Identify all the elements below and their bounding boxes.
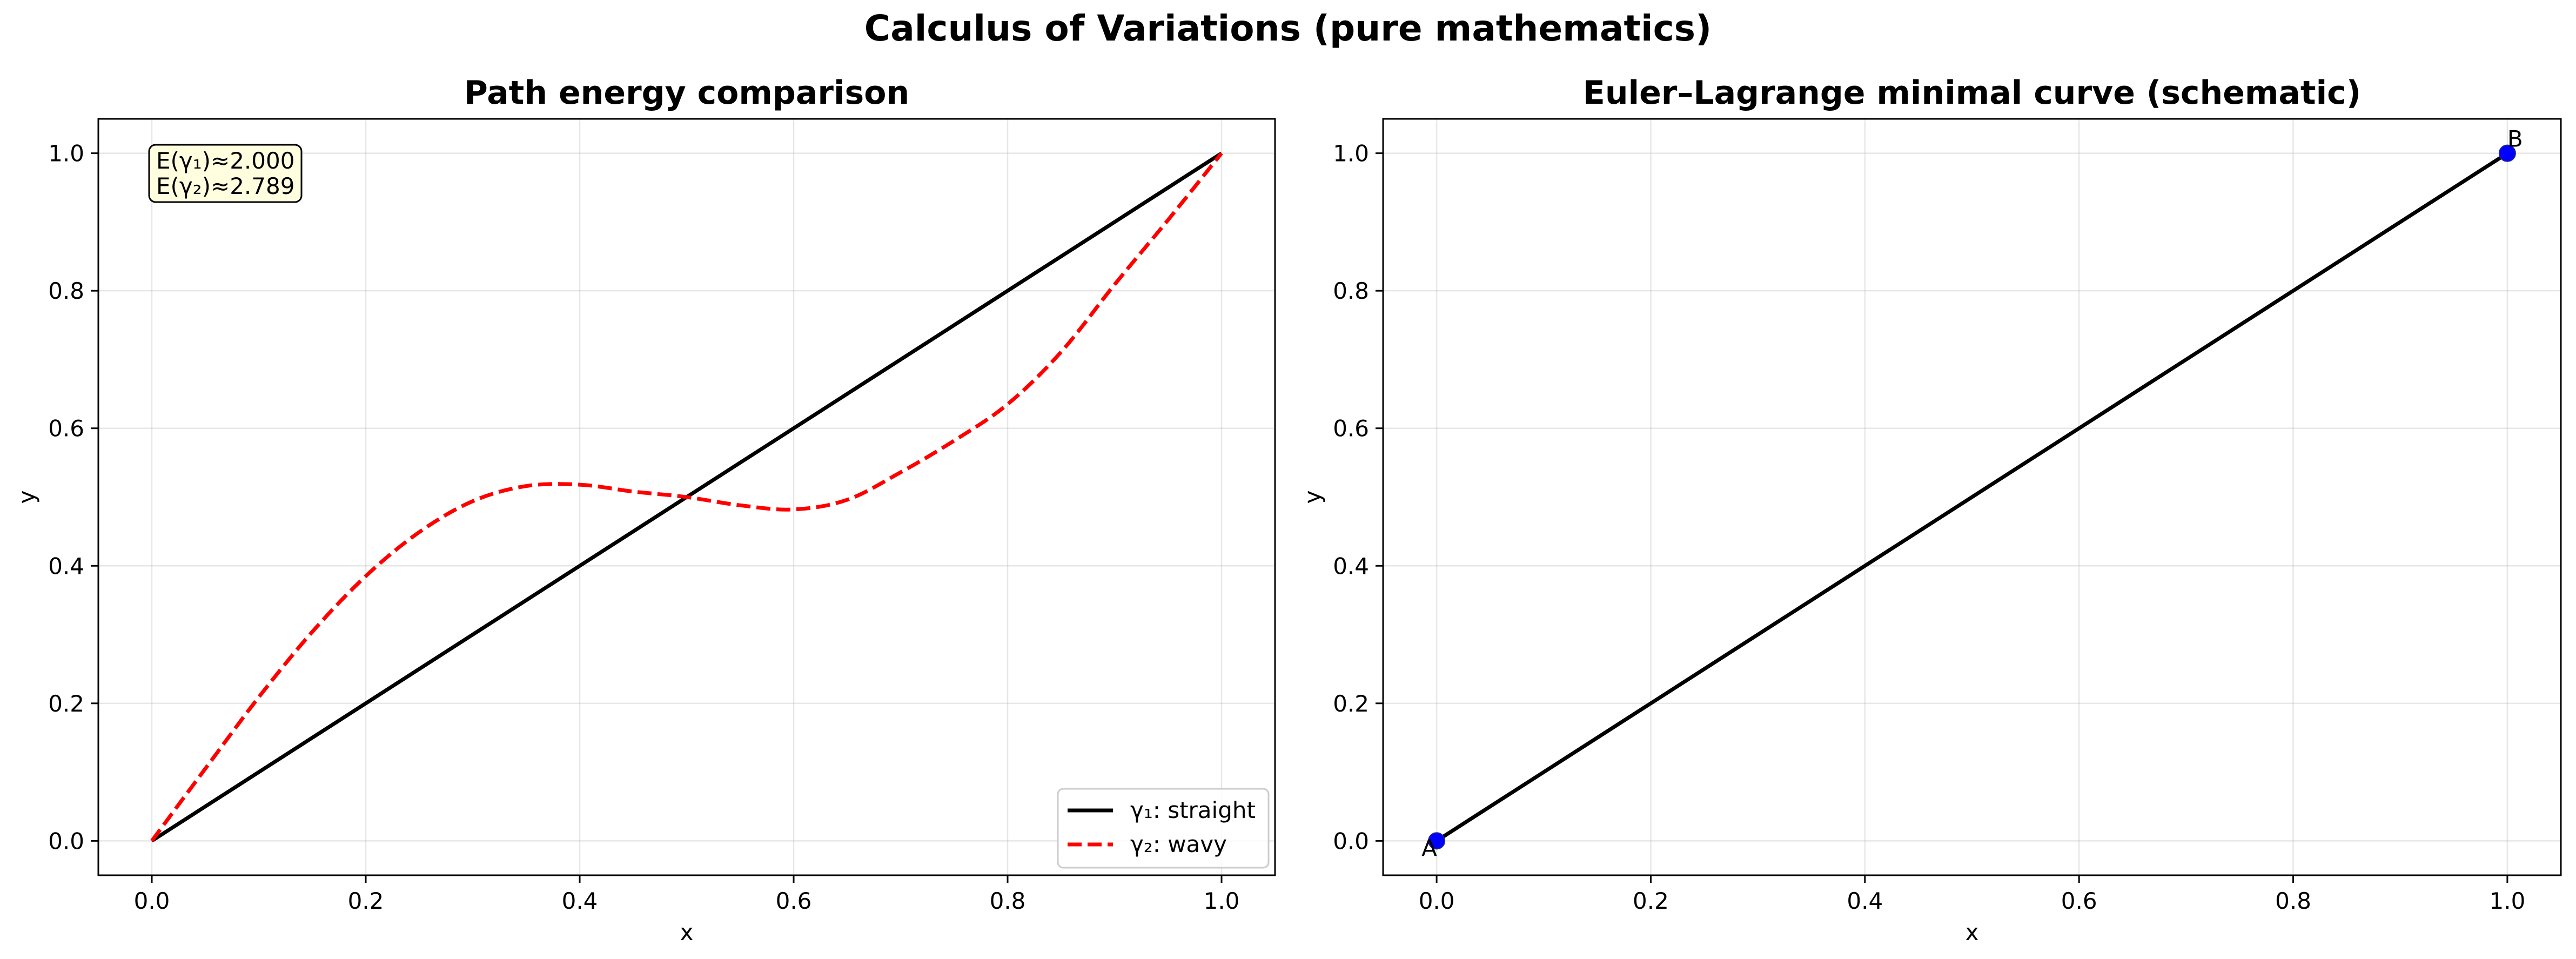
left-panel-ticks: 0.0 0.2 0.4 0.6 0.8 1.0 0.0 0.2 0.4 0.6 0.8 1.0 (48, 140, 1239, 914)
right-panel-title: Euler–Lagrange minimal curve (schematic) (1583, 74, 2361, 112)
right-panel-xtick-label-5: 1.0 (2490, 888, 2526, 914)
right-panel-points: AB (1421, 126, 2523, 862)
left-panel-legend: γ₁: straight γ₂: wavy (1057, 788, 1270, 869)
left-panel-grid (98, 119, 1275, 875)
point-marker-a (1428, 832, 1446, 850)
left-panel-ytick-label-4: 0.8 (48, 278, 84, 304)
right-panel-ytick-label-4: 0.8 (1333, 278, 1369, 304)
left-panel-ytick-label-3: 0.6 (48, 415, 84, 442)
left-panel-xtick-label-0: 0.0 (134, 888, 170, 914)
legend-label-wavy: γ₂: wavy (1130, 831, 1227, 857)
right-panel-frame (1382, 118, 2562, 876)
right-panel-xtick-label-2: 0.4 (1847, 888, 1883, 914)
right-panel-xlabel: x (1965, 919, 1979, 945)
left-panel-xlabel: x (680, 919, 694, 945)
right-panel-ytick-label-5: 1.0 (1333, 140, 1369, 167)
left-panel-title: Path energy comparison (464, 74, 909, 112)
energy-annotation-line-2: E(γ₂)≈2.789 (156, 173, 294, 199)
right-panel-xtick-label-0: 0.0 (1419, 888, 1455, 914)
point-label-a: A (1421, 835, 1437, 861)
right-panel-series-line-0 (1435, 151, 2508, 843)
right-panel-ytick-label-1: 0.2 (1333, 690, 1369, 717)
energy-annotation-background (148, 144, 303, 203)
right-panel-ticks: 0.0 0.2 0.4 0.6 0.8 1.0 0.0 0.2 0.4 0.6 0.8 1.0 (1333, 140, 2525, 914)
right-panel-xtick-label-3: 0.6 (2061, 888, 2097, 914)
energy-annotation-box: E(γ₁)≈2.000 E(γ₂)≈2.789 (148, 144, 303, 203)
left-panel-ytick-label-1: 0.2 (48, 690, 84, 717)
left-panel-path-energy: Path energy comparison 0.0 0.2 0.4 0.6 0.8 1.… (14, 74, 1276, 945)
left-panel-ytick-label-5: 1.0 (48, 140, 84, 167)
left-panel-ylabel: y (14, 491, 40, 504)
left-panel-series (150, 151, 1223, 843)
right-panel-ytick-label-3: 0.6 (1333, 415, 1369, 442)
left-panel-xtick-label-4: 0.8 (990, 888, 1026, 914)
energy-annotation-line-1: E(γ₁)≈2.000 (156, 147, 294, 174)
point-marker-b (2498, 144, 2516, 162)
right-panel-xtick-label-1: 0.2 (1633, 888, 1669, 914)
left-panel-xtick-label-1: 0.2 (348, 888, 384, 914)
left-panel-xtick-label-2: 0.4 (562, 888, 598, 914)
right-panel-ytick-label-2: 0.4 (1333, 553, 1369, 579)
point-label-b: B (2507, 126, 2523, 152)
legend-label-straight: γ₁: straight (1130, 797, 1256, 823)
right-panel-series (1435, 151, 2508, 843)
left-panel-ytick-label-0: 0.0 (48, 828, 84, 854)
right-panel-grid (1383, 119, 2561, 875)
figure-suptitle: Calculus of Variations (pure mathematics… (864, 8, 1712, 49)
left-panel-xtick-label-3: 0.6 (776, 888, 812, 914)
right-panel-xtick-label-4: 0.8 (2275, 888, 2311, 914)
right-panel-ytick-label-0: 0.0 (1333, 828, 1369, 854)
right-panel-ylabel: y (1299, 491, 1326, 504)
right-panel-euler-lagrange: Euler–Lagrange minimal curve (schematic)… (1299, 74, 2562, 945)
left-panel-ytick-label-2: 0.4 (48, 553, 84, 579)
left-panel-series-line-1 (150, 152, 1223, 842)
left-panel-xtick-label-5: 1.0 (1204, 888, 1240, 914)
left-panel-frame (97, 118, 1276, 876)
